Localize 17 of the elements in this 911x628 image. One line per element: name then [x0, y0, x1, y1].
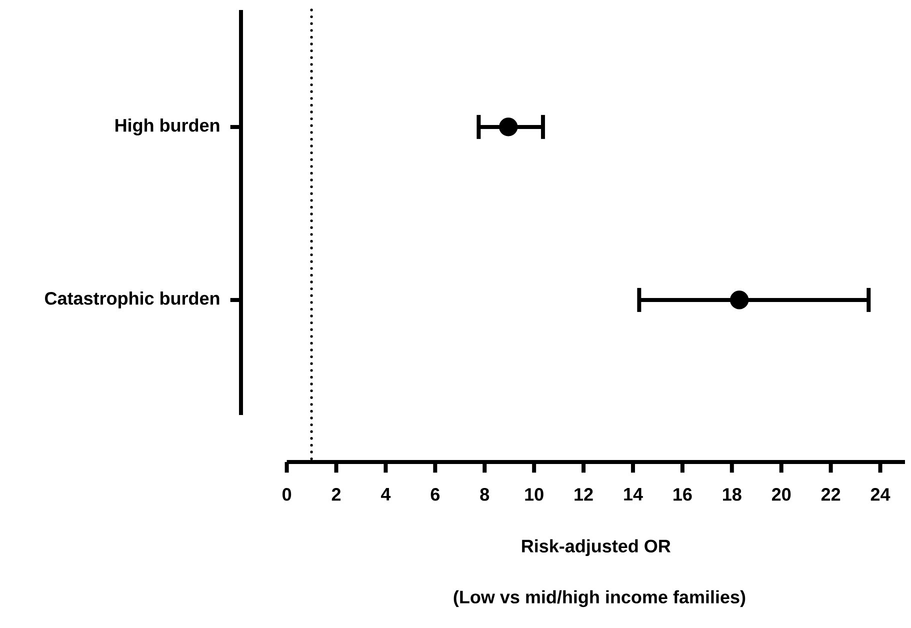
x-tick-label: 14 [624, 488, 643, 500]
x-tick-label: 18 [723, 488, 742, 501]
x-tick-label: 10 [525, 488, 544, 501]
x-tick-label: 4 [380, 488, 391, 500]
x-tick-label: 2 [332, 488, 341, 501]
y-tick-label: Catastrophic burden [45, 292, 220, 308]
y-tick-label: High burden [116, 118, 220, 136]
x-tick-label: 22 [821, 488, 840, 501]
x-tick-label: 20 [772, 488, 791, 501]
text: (Low vs mid/high income families) [454, 590, 746, 608]
x-tick-label: 24 [870, 488, 890, 501]
x-tick-label: 0 [282, 488, 292, 501]
x-tick-label: 16 [674, 488, 692, 501]
x-axis-title: Risk-adjusted OR [522, 539, 671, 556]
x-tick-label: 6 [430, 488, 440, 501]
x-tick-label: 12 [574, 488, 593, 501]
x-tick-label: 8 [480, 488, 490, 501]
